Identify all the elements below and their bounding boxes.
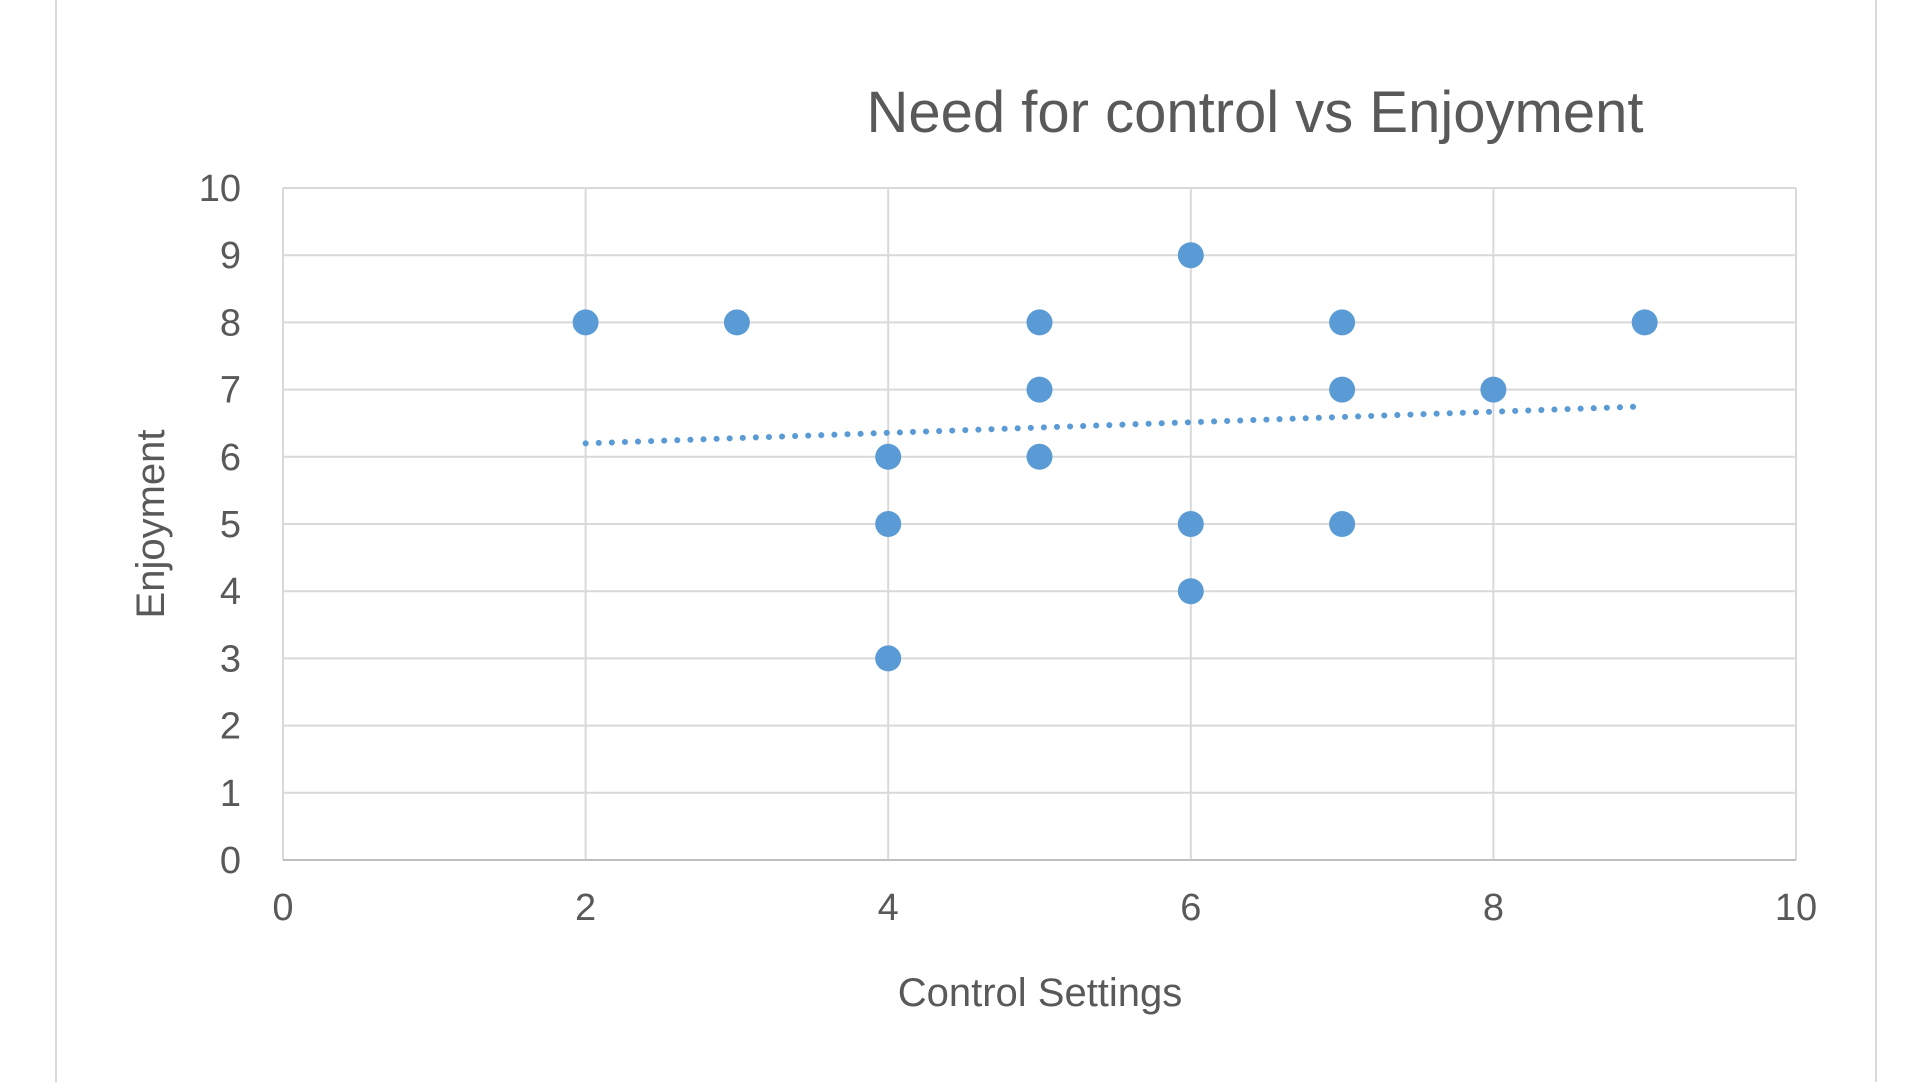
y-tick-label: 0	[220, 840, 241, 882]
data-point	[1026, 309, 1053, 336]
y-tick-label: 4	[220, 571, 241, 613]
data-point	[1329, 376, 1356, 403]
data-points	[572, 242, 1658, 672]
data-point	[1177, 242, 1204, 269]
y-tick-label: 7	[220, 370, 241, 412]
x-tick-label: 0	[272, 887, 293, 929]
y-tick-labels: 0 1 2 3 4 5 6 7 8 9 10	[199, 168, 241, 882]
x-tick-label: 8	[1483, 887, 1504, 929]
data-point	[723, 309, 750, 336]
y-tick-label: 8	[220, 302, 241, 344]
chart-title: Need for control vs Enjoyment	[867, 80, 1644, 145]
x-tick-label: 2	[575, 887, 596, 929]
data-point	[875, 645, 902, 672]
x-axis-title: Control Settings	[898, 971, 1183, 1015]
data-point	[1329, 309, 1356, 336]
chart-frame	[55, 0, 1877, 1082]
data-point	[1631, 309, 1658, 336]
x-tick-label: 6	[1180, 887, 1201, 929]
data-point	[1177, 511, 1204, 537]
y-tick-label: 1	[220, 773, 241, 815]
trendline	[582, 403, 1648, 447]
gridlines	[282, 187, 1797, 861]
x-tick-labels: 0 2 4 6 8 10	[272, 887, 1817, 929]
y-tick-label: 2	[220, 706, 241, 748]
y-tick-label: 3	[220, 638, 241, 680]
data-point	[572, 309, 599, 336]
data-point	[1026, 376, 1053, 403]
y-tick-label: 9	[220, 235, 241, 277]
y-tick-label: 6	[220, 437, 241, 479]
data-point	[875, 511, 902, 537]
y-tick-label: 10	[199, 168, 241, 210]
trendline-group	[582, 403, 1648, 447]
data-point	[1329, 511, 1356, 537]
data-point	[1026, 443, 1053, 470]
x-tick-label: 10	[1775, 887, 1817, 929]
y-tick-label: 5	[220, 504, 241, 546]
data-point	[1177, 578, 1204, 605]
x-tick-label: 4	[878, 887, 899, 929]
data-point	[1480, 376, 1507, 403]
data-point	[875, 443, 902, 470]
y-axis-title: Enjoyment	[129, 430, 173, 619]
